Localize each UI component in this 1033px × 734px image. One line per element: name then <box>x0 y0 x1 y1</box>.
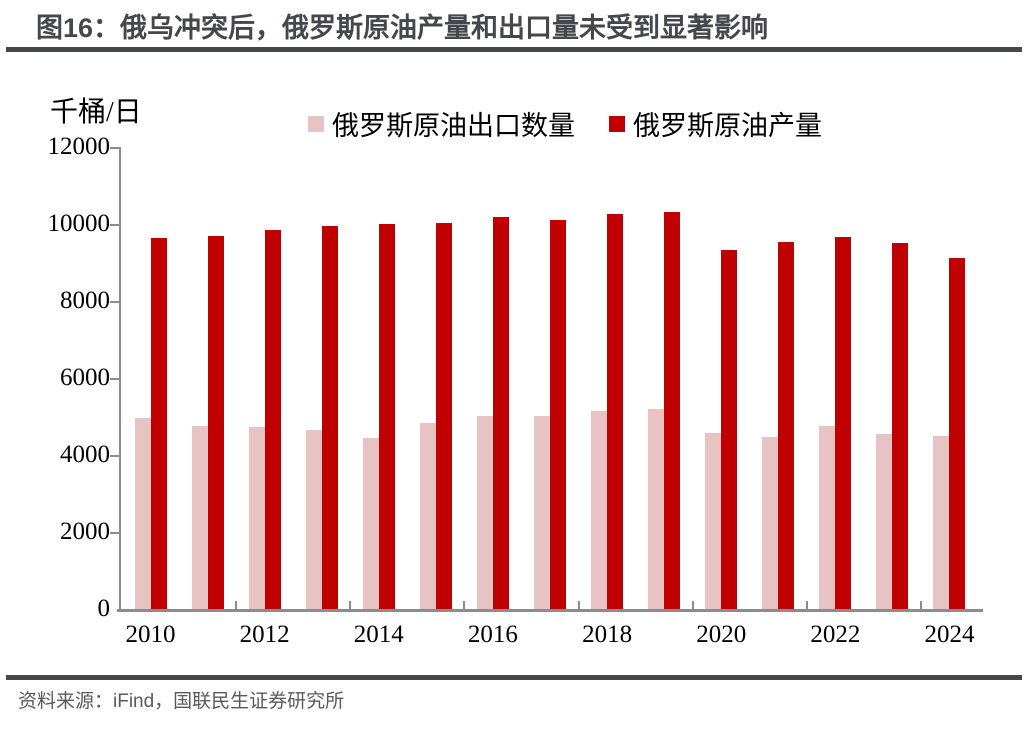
production-bar-2021 <box>778 241 795 610</box>
y-axis-tick <box>110 147 119 149</box>
production-bar-2019 <box>664 212 681 610</box>
y-axis-line <box>119 147 121 612</box>
x-axis-tick <box>577 601 580 610</box>
y-axis-tick-label: 12000 <box>47 133 111 160</box>
x-axis-line <box>117 609 983 612</box>
x-axis-tick-label: 2024 <box>924 621 975 648</box>
x-axis-tick-label: 2018 <box>582 621 633 648</box>
legend-item-production: 俄罗斯原油产量 <box>609 104 822 143</box>
x-axis-tick <box>691 601 694 610</box>
x-axis-tick <box>235 601 238 610</box>
production-bar-2014 <box>378 224 395 610</box>
export-bar-2020 <box>705 432 722 610</box>
export-bar-2015 <box>419 422 436 610</box>
export-bar-2024 <box>933 436 950 610</box>
production-bar-2022 <box>835 236 852 610</box>
export-bar-2022 <box>819 426 836 610</box>
legend-item-export: 俄罗斯原油出口数量 <box>308 104 575 143</box>
y-axis-tick <box>110 455 119 457</box>
y-axis-tick <box>110 378 119 380</box>
x-axis-tick-label: 2022 <box>810 621 861 648</box>
y-axis-unit-label: 千桶/日 <box>50 97 142 128</box>
y-axis-tick-label: 6000 <box>60 364 110 391</box>
x-axis-tick <box>463 601 466 610</box>
title-underline <box>6 47 1022 52</box>
y-axis-tick <box>110 301 119 303</box>
export-bar-2013 <box>305 430 322 610</box>
production-bar-2023 <box>892 243 909 610</box>
x-axis-tick-label: 2020 <box>696 621 747 648</box>
export-bar-2023 <box>876 434 893 610</box>
production-bar-2015 <box>435 223 452 610</box>
production-bar-2013 <box>321 226 338 610</box>
export-bar-2019 <box>648 409 665 610</box>
y-axis-tick-label: 10000 <box>47 210 111 237</box>
x-axis-tick-label: 2016 <box>467 621 518 648</box>
legend: 俄罗斯原油出口数量 俄罗斯原油产量 <box>308 104 822 143</box>
y-axis-tick-label: 2000 <box>60 518 110 545</box>
y-axis-tick <box>110 224 119 226</box>
y-axis-tick <box>110 532 119 534</box>
export-bar-2016 <box>476 415 493 610</box>
export-bar-2018 <box>591 410 608 610</box>
production-bar-2017 <box>550 219 566 610</box>
x-axis-tick <box>919 601 922 610</box>
y-axis-tick-label: 0 <box>97 595 111 622</box>
figure-title: 图16：俄乌冲突后，俄罗斯原油产量和出口量未受到显著影响 <box>36 13 769 43</box>
export-bar-2012 <box>248 426 265 610</box>
footer-divider <box>6 675 1022 680</box>
export-series-swatch <box>308 115 324 132</box>
production-bar-2012 <box>264 229 281 610</box>
production-bar-2016 <box>492 216 509 610</box>
production-bar-2020 <box>721 250 738 610</box>
production-bar-2018 <box>607 213 624 610</box>
export-series-label: 俄罗斯原油出口数量 <box>332 111 575 141</box>
production-bar-2011 <box>207 235 224 610</box>
x-axis-tick-label: 2014 <box>353 621 404 648</box>
export-bar-2014 <box>362 437 379 610</box>
y-axis-tick-label: 4000 <box>60 441 110 468</box>
x-axis-tick-label: 2012 <box>239 621 290 648</box>
y-axis-tick-label: 8000 <box>60 287 110 314</box>
production-series-label: 俄罗斯原油产量 <box>633 111 822 141</box>
x-axis-tick-label: 2010 <box>125 621 176 648</box>
export-bar-2011 <box>191 425 208 610</box>
export-bar-2021 <box>762 436 779 610</box>
export-bar-2010 <box>134 417 151 610</box>
production-bar-2010 <box>150 238 167 610</box>
production-bar-2024 <box>949 258 966 610</box>
data-source-note: 资料来源：iFind，国联民生证券研究所 <box>18 691 345 712</box>
export-bar-2017 <box>534 415 550 610</box>
x-axis-tick <box>349 601 352 610</box>
x-axis-tick <box>805 601 808 610</box>
production-series-swatch <box>609 115 625 132</box>
